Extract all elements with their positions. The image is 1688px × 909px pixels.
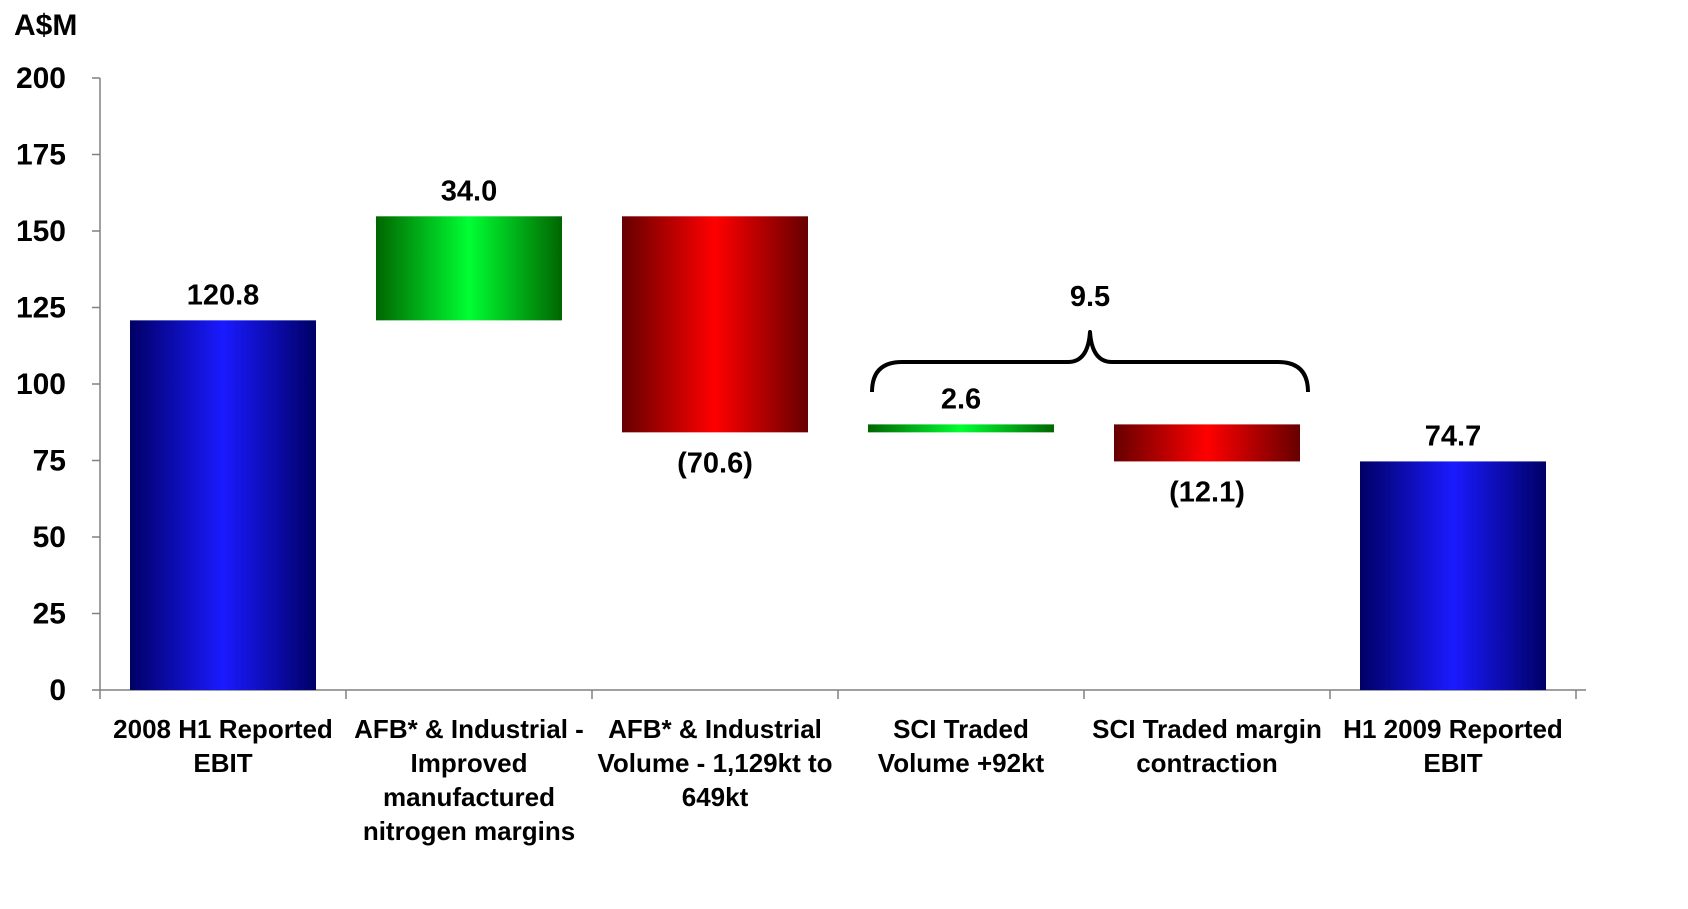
bar-value-label: 34.0 (441, 175, 497, 207)
category-label: 649kt (682, 782, 749, 812)
bar-value-labels: 120.8 34.0 (70.6) 2.6 (12.1) 74.7 (187, 175, 1482, 508)
category-label: manufactured (383, 782, 555, 812)
y-tick-label: 200 (16, 62, 66, 95)
y-axis: 0 25 50 75 100 125 150 175 200 (16, 62, 101, 707)
bar-total (130, 320, 316, 690)
category-label: Volume - 1,129kt to (597, 748, 832, 778)
bar-value-label: (70.6) (677, 447, 753, 479)
category-label: SCI Traded (893, 714, 1029, 744)
y-axis-unit-label: A$M (14, 9, 77, 42)
bar-value-label: 74.7 (1425, 420, 1481, 452)
bar-total (1360, 461, 1546, 690)
category-labels: 2008 H1 Reported EBIT AFB* & Industrial - I… (113, 714, 1563, 846)
y-tick-label: 75 (33, 445, 66, 478)
y-tick-label: 150 (16, 215, 66, 248)
category-label: AFB* & Industrial - (354, 714, 584, 744)
brace-total-label: 9.5 (1070, 281, 1110, 313)
category-label: Improved (410, 748, 527, 778)
category-label: EBIT (193, 748, 252, 778)
category-label: SCI Traded margin (1092, 714, 1322, 744)
bars-group (130, 216, 1546, 690)
bar-value-label: (12.1) (1169, 476, 1245, 508)
y-tick-label: 25 (33, 598, 66, 631)
category-label: H1 2009 Reported (1343, 714, 1563, 744)
bar-decrease (622, 216, 808, 433)
category-label: 2008 H1 Reported (113, 714, 333, 744)
category-label: Volume +92kt (878, 748, 1045, 778)
y-tick-label: 0 (49, 674, 66, 707)
bar-increase (868, 424, 1054, 433)
y-tick-label: 125 (16, 292, 66, 325)
y-tick-label: 175 (16, 139, 66, 172)
brace-shape (870, 330, 1310, 393)
bar-value-label: 120.8 (187, 279, 260, 311)
category-label: EBIT (1423, 748, 1482, 778)
bar-value-label: 2.6 (941, 383, 981, 415)
y-tick-label: 50 (33, 521, 66, 554)
brace-annotation: 9.5 (870, 281, 1310, 393)
category-label: AFB* & Industrial (608, 714, 822, 744)
category-label: contraction (1136, 748, 1278, 778)
y-tick-label: 100 (16, 368, 66, 401)
bar-decrease (1114, 424, 1300, 462)
x-axis (99, 689, 1586, 699)
category-label: nitrogen margins (363, 816, 575, 846)
bar-increase (376, 216, 562, 321)
